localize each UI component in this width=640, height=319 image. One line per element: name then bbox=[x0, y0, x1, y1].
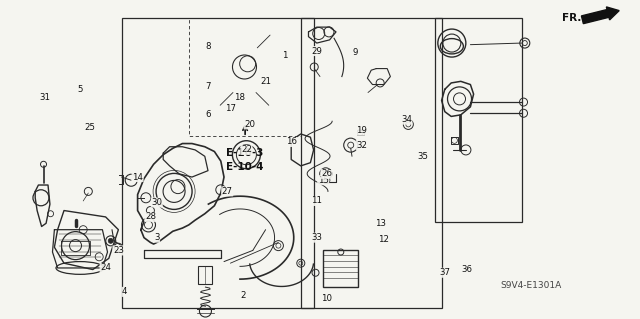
Bar bbox=[198, 266, 212, 284]
Text: 7: 7 bbox=[205, 82, 211, 91]
Text: 28: 28 bbox=[145, 212, 156, 221]
Text: 14: 14 bbox=[132, 173, 143, 182]
Text: 34: 34 bbox=[401, 115, 412, 124]
Text: 30: 30 bbox=[151, 198, 163, 207]
Text: 15: 15 bbox=[317, 176, 329, 185]
Text: 24: 24 bbox=[100, 263, 111, 272]
Text: 8: 8 bbox=[205, 42, 211, 51]
Text: 2: 2 bbox=[241, 291, 246, 300]
Text: 23: 23 bbox=[113, 246, 124, 255]
Bar bbox=[122, 18, 314, 308]
Text: 9: 9 bbox=[353, 48, 358, 57]
Text: 10: 10 bbox=[321, 294, 332, 303]
Text: S9V4-E1301A: S9V4-E1301A bbox=[500, 281, 562, 290]
Text: E-10-3
E-10-4: E-10-3 E-10-4 bbox=[227, 147, 264, 172]
Text: 18: 18 bbox=[234, 93, 246, 102]
FancyArrow shape bbox=[581, 7, 619, 24]
Text: 4: 4 bbox=[122, 287, 127, 296]
Circle shape bbox=[108, 238, 113, 243]
Text: 31: 31 bbox=[39, 93, 51, 102]
Text: 36: 36 bbox=[461, 265, 473, 274]
Text: 11: 11 bbox=[311, 197, 323, 205]
Text: 13: 13 bbox=[375, 219, 387, 228]
Text: 37: 37 bbox=[439, 268, 451, 277]
Text: FR.: FR. bbox=[562, 12, 581, 23]
Text: 17: 17 bbox=[225, 104, 236, 113]
Text: 26: 26 bbox=[321, 169, 332, 178]
Text: 29: 29 bbox=[312, 47, 322, 56]
Bar bbox=[301, 18, 442, 308]
Text: 1: 1 bbox=[282, 51, 287, 60]
Text: 19: 19 bbox=[356, 126, 367, 135]
Bar bbox=[323, 250, 358, 287]
Text: 6: 6 bbox=[205, 110, 211, 119]
Text: 3: 3 bbox=[154, 233, 159, 242]
Text: 20: 20 bbox=[244, 120, 255, 129]
Bar bbox=[435, 18, 522, 222]
Text: 22: 22 bbox=[241, 145, 252, 154]
Text: 33: 33 bbox=[311, 233, 323, 242]
Text: 27: 27 bbox=[221, 187, 233, 196]
Text: 35: 35 bbox=[417, 152, 428, 161]
Text: 5: 5 bbox=[77, 85, 83, 94]
Text: 12: 12 bbox=[378, 235, 390, 244]
Text: 32: 32 bbox=[356, 141, 367, 150]
Text: 16: 16 bbox=[285, 137, 297, 146]
Text: 21: 21 bbox=[260, 77, 271, 86]
Bar bbox=[189, 18, 301, 136]
Text: 25: 25 bbox=[84, 123, 95, 132]
